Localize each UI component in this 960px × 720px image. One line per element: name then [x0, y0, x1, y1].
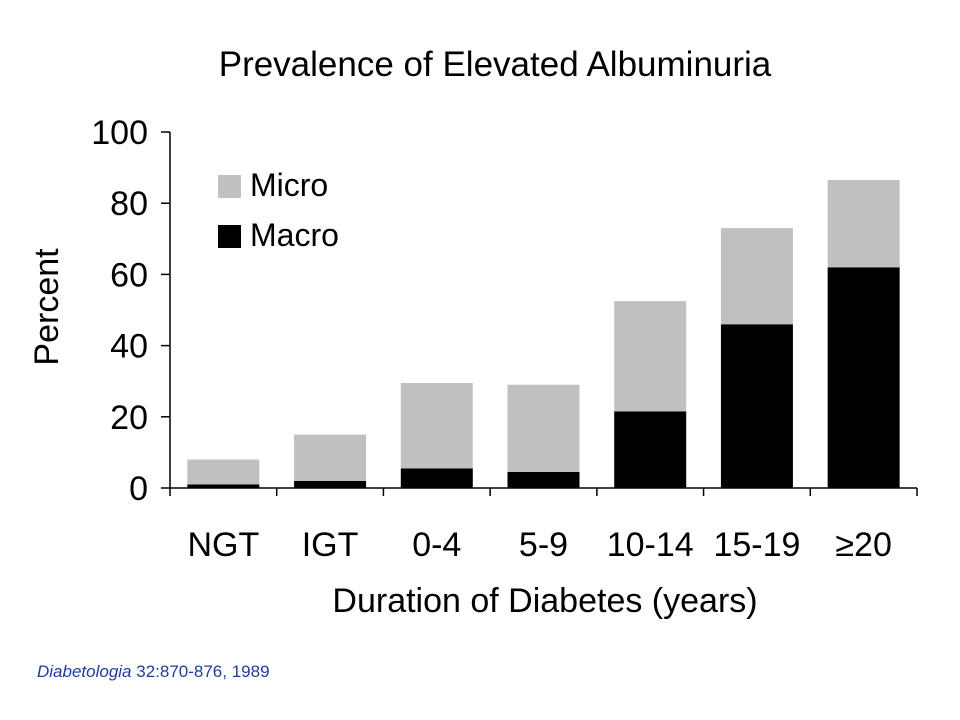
citation-reference: 32:870-876, 1989 [131, 662, 270, 681]
bar-micro-6 [827, 180, 900, 268]
bars-group [187, 180, 900, 488]
x-axis-label: Duration of Diabetes (years) [332, 582, 757, 620]
y-axis-label: Percent [28, 248, 66, 366]
bar-macro-1 [294, 480, 367, 488]
citation-journal: Diabetologia [37, 662, 132, 681]
legend-label-macro: Macro [250, 217, 339, 253]
bar-micro-1 [294, 434, 367, 481]
x-tick-label: 10-14 [607, 526, 694, 564]
legend-swatch-macro [218, 225, 241, 248]
x-tick-label: 0-4 [412, 526, 461, 564]
bar-macro-6 [827, 267, 900, 488]
bar-micro-2 [400, 382, 473, 469]
y-tick-label: 100 [91, 114, 148, 152]
legend-label-micro: Micro [250, 167, 328, 203]
bar-macro-5 [720, 324, 793, 488]
chart-title: Prevalence of Elevated Albuminuria [219, 45, 772, 84]
bar-micro-4 [614, 301, 687, 412]
x-tick-label: IGT [302, 526, 359, 564]
bar-macro-0 [187, 484, 260, 488]
bar-micro-3 [507, 384, 580, 472]
y-tick-label: 60 [110, 256, 148, 294]
bar-micro-5 [720, 228, 793, 325]
x-tick-label: NGT [187, 526, 259, 564]
axes-group: 0 20 40 60 80 100 NGT IGT 0-4 5-9 10-14 15-19 ≥20 [91, 114, 918, 564]
x-tick-label: 15-19 [713, 526, 800, 564]
bar-micro-0 [187, 459, 260, 485]
citation: Diabetologia 32:870-876, 1989 [37, 662, 270, 682]
y-tick-label: 80 [110, 185, 148, 223]
bar-macro-3 [507, 471, 580, 488]
legend-swatch-micro [218, 175, 241, 198]
bar-macro-2 [400, 468, 473, 488]
x-tick-label: 5-9 [519, 526, 568, 564]
x-tick-label: ≥20 [835, 526, 891, 564]
y-tick-label: 0 [129, 470, 148, 508]
y-tick-label: 40 [110, 328, 148, 366]
y-tick-label: 20 [110, 399, 148, 437]
legend: Micro Macro [218, 167, 339, 253]
bar-macro-4 [614, 411, 687, 488]
